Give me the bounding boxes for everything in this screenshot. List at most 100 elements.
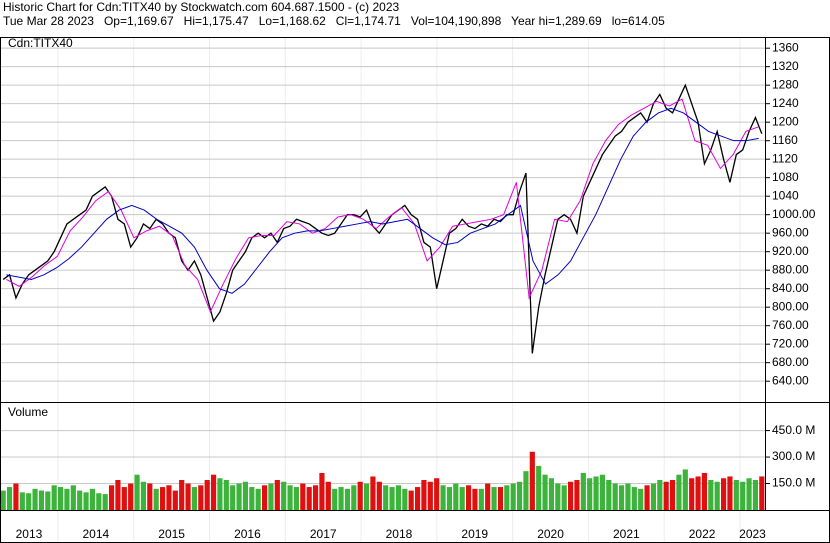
chart-subtitle: Tue Mar 28 2023 Op=1,169.67 Hi=1,175.47 … — [3, 14, 665, 28]
volume-bar — [172, 490, 178, 510]
y-tick-label: 150.0 M — [772, 476, 815, 490]
volume-bar — [599, 474, 606, 510]
volume-bar — [191, 487, 198, 510]
x-tick-label: 2020 — [537, 527, 564, 541]
y-tick-label: 880.00 — [772, 262, 809, 276]
volume-bar — [516, 481, 523, 510]
volume-bar — [134, 474, 140, 510]
y-tick-label: 960.00 — [772, 225, 809, 239]
volume-bar — [427, 481, 433, 510]
volume-bar — [389, 487, 395, 510]
volume-bar — [746, 478, 752, 510]
y-tick-label: 1240 — [772, 96, 799, 110]
labels-layer: 2013 2014 2015 2016 2017 2018 2019 2020 2021 2022… — [16, 40, 816, 541]
volume-bar — [77, 490, 83, 510]
y-tick-label: 680.00 — [772, 355, 809, 369]
volume-bar — [102, 494, 108, 510]
volume-bar — [587, 478, 593, 510]
volume-bar — [115, 480, 121, 510]
volume-bar — [96, 493, 102, 510]
volume-bar — [663, 481, 669, 510]
volume-bar — [740, 481, 746, 510]
volume-bar — [83, 492, 89, 510]
volume-bar — [727, 476, 733, 510]
x-tick-label: 2019 — [461, 527, 488, 541]
y-tick-label: 1160 — [772, 133, 798, 147]
volume-bar — [166, 485, 172, 510]
volume-bar — [351, 485, 357, 510]
volume-bar — [38, 490, 45, 510]
volume-bar — [414, 487, 421, 510]
volume-bar — [561, 485, 567, 510]
volume-bar — [70, 485, 76, 510]
x-tick-label: 2021 — [613, 527, 640, 541]
x-tick-label: 2014 — [83, 527, 110, 541]
volume-bar — [332, 488, 338, 510]
volume-bar — [625, 483, 631, 510]
y-tick-label: 1200 — [772, 114, 799, 128]
volume-bar — [261, 485, 268, 510]
volume-bar — [89, 488, 96, 510]
volume-bar — [159, 487, 166, 510]
price-line — [6, 98, 759, 314]
volume-bar — [363, 483, 370, 510]
volume-bar — [465, 485, 472, 510]
volume-bar — [440, 485, 446, 510]
volume-bar — [376, 481, 382, 510]
y-tick-label: 1000.00 — [772, 207, 816, 221]
x-tick-label: 2013 — [16, 527, 43, 541]
volume-bar — [64, 488, 70, 510]
volume-bar — [733, 480, 739, 510]
volume-bar — [459, 487, 465, 510]
volume-bar — [319, 472, 325, 510]
price-line — [6, 107, 759, 294]
volume-bar — [204, 480, 210, 510]
volume-bar — [19, 492, 25, 510]
price-line — [2, 83, 763, 354]
volume-bar — [121, 487, 127, 510]
volume-bar — [51, 485, 57, 510]
volume-bar — [223, 480, 229, 510]
volume-bar — [478, 488, 484, 510]
volume-bar — [536, 465, 542, 510]
volume-bar — [198, 485, 204, 510]
volume-bar — [555, 483, 561, 510]
volume-bar — [395, 485, 402, 510]
volume-bar — [638, 488, 644, 510]
volume-bar — [453, 483, 459, 510]
volume-bar — [752, 480, 759, 510]
volume-bar — [230, 485, 236, 510]
volume-bar — [548, 478, 555, 510]
volume-bar — [306, 487, 312, 510]
volume-bar — [580, 472, 586, 510]
y-tick-label: 920.00 — [772, 244, 809, 258]
volume-bar — [644, 485, 650, 510]
volume-bar — [701, 472, 708, 510]
volume-bar — [497, 487, 504, 510]
volume-bar — [523, 471, 529, 510]
volume-bar — [708, 480, 714, 510]
volume-bar — [236, 483, 242, 510]
volume-bar — [57, 487, 64, 510]
volume-bar — [300, 483, 306, 510]
volume-bar — [504, 485, 510, 510]
volume-bar — [26, 493, 32, 510]
volume-bar — [574, 480, 580, 510]
volume-bar — [529, 451, 535, 510]
y-tick-label: 1360 — [772, 40, 799, 54]
volume-bar — [6, 487, 13, 510]
volume-bar — [593, 476, 599, 510]
panel-label: Cdn:TITX40 — [8, 36, 73, 50]
y-tick-label: 1280 — [772, 77, 799, 91]
volume-bar — [491, 487, 497, 510]
y-tick-label: 1320 — [772, 59, 799, 73]
volume-bar — [720, 478, 727, 510]
volume-bar — [657, 480, 663, 510]
volume-bar — [567, 481, 574, 510]
volume-bar — [281, 481, 287, 510]
volume-bar — [140, 481, 147, 510]
volume-bar — [128, 483, 134, 510]
volume-bar — [472, 488, 478, 510]
volume-bar — [312, 485, 319, 510]
